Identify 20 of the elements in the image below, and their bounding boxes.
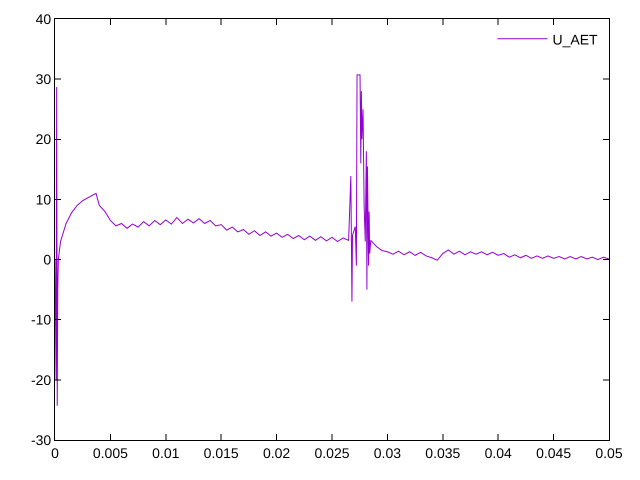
x-tick-label: 0.025	[314, 444, 350, 461]
y-tick-label: 10	[36, 191, 52, 208]
y-tick-label: 40	[36, 10, 52, 27]
legend-label: U_AET	[552, 31, 598, 48]
x-tick-label: 0.03	[374, 444, 402, 461]
line-series	[55, 74, 609, 406]
x-tick-label: 0.005	[92, 444, 128, 461]
x-tick-label: 0.01	[152, 444, 180, 461]
y-tick-label: 30	[36, 71, 52, 88]
x-tick-label: 0.05	[595, 444, 623, 461]
y-tick-label: -10	[30, 312, 52, 328]
x-tick-label: 0.02	[262, 444, 290, 461]
y-tick-label: -20	[30, 372, 52, 388]
x-tick-label: 0.045	[536, 444, 572, 461]
x-tick-label: 0.035	[425, 444, 461, 461]
y-tick-label: -30	[30, 432, 52, 448]
x-tick-label: 0.04	[484, 444, 512, 461]
y-tick-label: 0	[43, 251, 52, 268]
y-tick-label: 20	[36, 131, 52, 148]
x-tick-label: 0.015	[204, 444, 239, 461]
